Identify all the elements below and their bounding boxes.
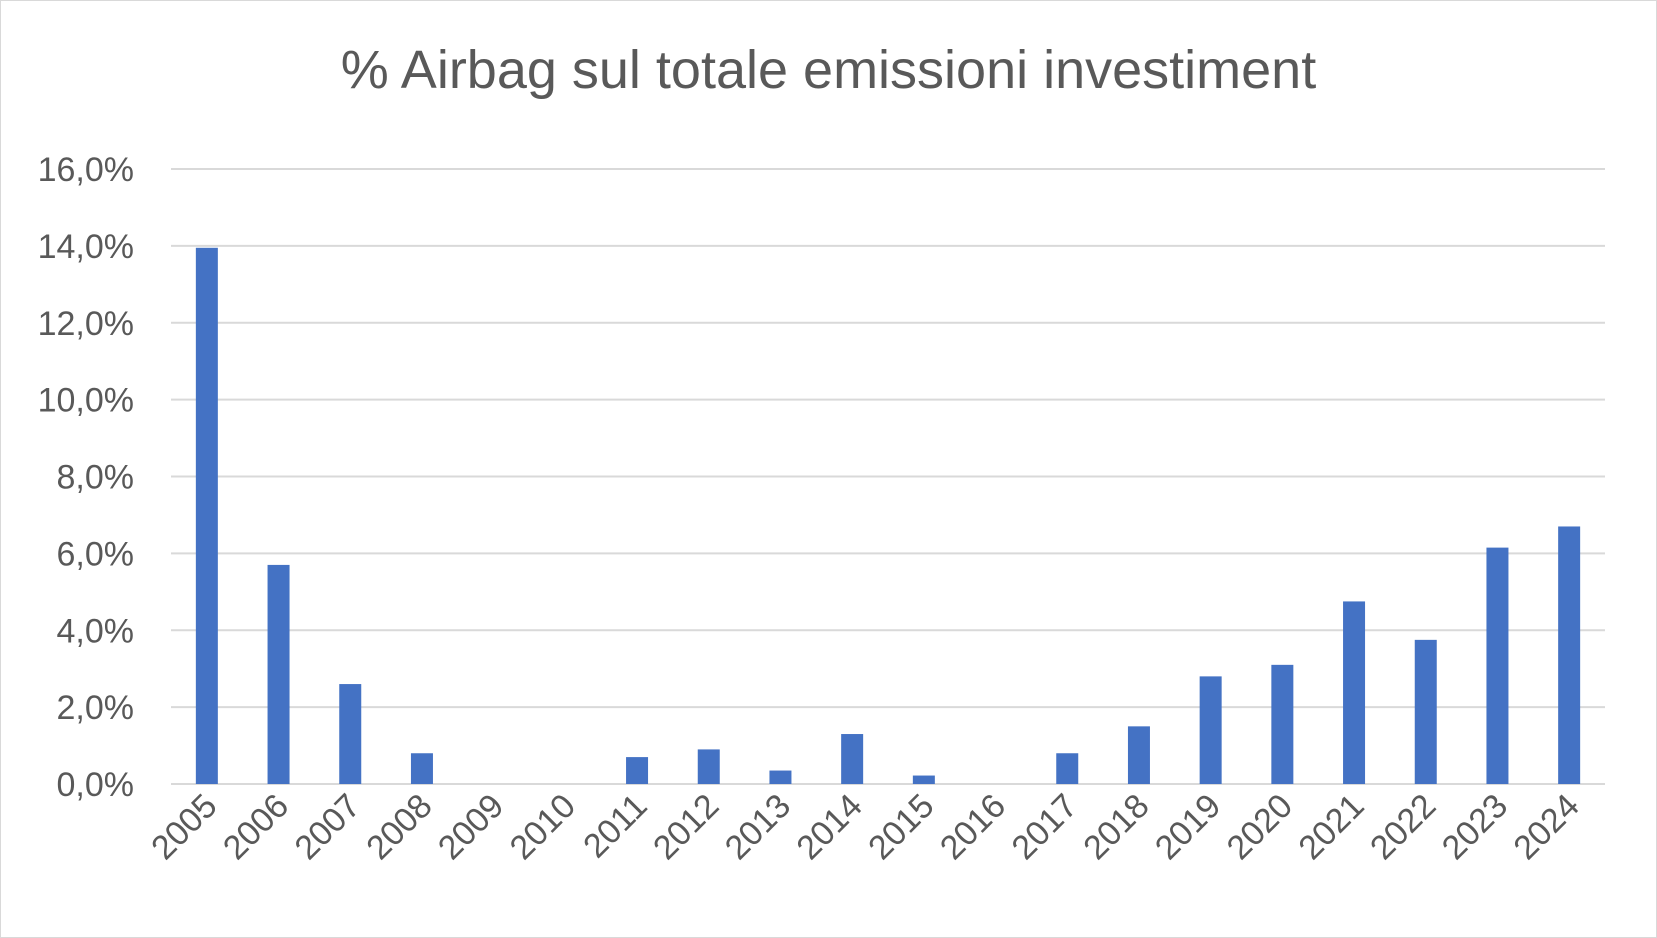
- bar-2023: [1486, 547, 1509, 784]
- x-tick-label: 2014: [789, 787, 869, 867]
- x-tick-label: 2010: [503, 787, 583, 867]
- x-tick-label: 2024: [1506, 787, 1586, 867]
- x-tick-label: 2023: [1435, 787, 1515, 867]
- bar-2015: [912, 775, 935, 784]
- bar-2007: [339, 684, 362, 784]
- bars: [195, 247, 1581, 784]
- x-tick-label: 2022: [1363, 787, 1443, 867]
- y-tick-label: 0,0%: [57, 766, 135, 804]
- y-tick-label: 16,0%: [38, 151, 134, 189]
- bar-2006: [267, 564, 290, 784]
- bar-2005: [195, 247, 218, 784]
- x-tick-label: 2005: [144, 787, 224, 867]
- x-tick-label: 2018: [1076, 787, 1156, 867]
- x-tick-label: 2021: [1291, 787, 1371, 867]
- gridlines: [171, 168, 1605, 785]
- x-tick-label: 2016: [933, 787, 1013, 867]
- x-tick-label: 2013: [718, 787, 798, 867]
- y-tick-label: 4,0%: [57, 612, 135, 650]
- y-tick-label: 10,0%: [38, 382, 134, 420]
- y-tick-label: 14,0%: [38, 228, 134, 266]
- x-tick-label: 2015: [861, 787, 941, 867]
- bar-2022: [1414, 639, 1437, 784]
- bar-2017: [1056, 753, 1079, 784]
- bar-2020: [1271, 664, 1294, 784]
- x-axis-tick-labels: 2005200620072008200920102011201220132014…: [144, 787, 1587, 867]
- y-axis-tick-labels: 0,0% 2,0% 4,0% 6,0% 8,0% 10,0% 12,0% 14,0% 16,0%: [38, 151, 134, 804]
- bar-2012: [697, 749, 720, 784]
- x-tick-label: 2012: [646, 787, 726, 867]
- chart-title: % Airbag sul totale emissioni investimen…: [340, 40, 1317, 100]
- x-tick-label: 2007: [288, 787, 368, 867]
- y-tick-label: 6,0%: [57, 535, 135, 573]
- x-tick-label: 2017: [1005, 787, 1085, 867]
- bar-2008: [410, 753, 433, 784]
- bar-2018: [1127, 726, 1150, 784]
- bar-2024: [1558, 526, 1581, 784]
- bar-2019: [1199, 676, 1222, 784]
- x-tick-label: 2011: [576, 787, 655, 866]
- x-tick-label: 2008: [359, 787, 439, 867]
- y-tick-label: 12,0%: [38, 305, 134, 343]
- bar-2013: [769, 770, 792, 784]
- bar-2021: [1343, 601, 1366, 784]
- bar-2014: [841, 734, 864, 784]
- bar-2011: [626, 757, 649, 784]
- x-tick-label: 2020: [1220, 787, 1300, 867]
- x-tick-label: 2019: [1148, 787, 1228, 867]
- y-tick-label: 2,0%: [57, 689, 135, 727]
- y-tick-label: 8,0%: [57, 459, 135, 497]
- x-tick-label: 2009: [431, 787, 511, 867]
- x-tick-label: 2006: [216, 787, 296, 867]
